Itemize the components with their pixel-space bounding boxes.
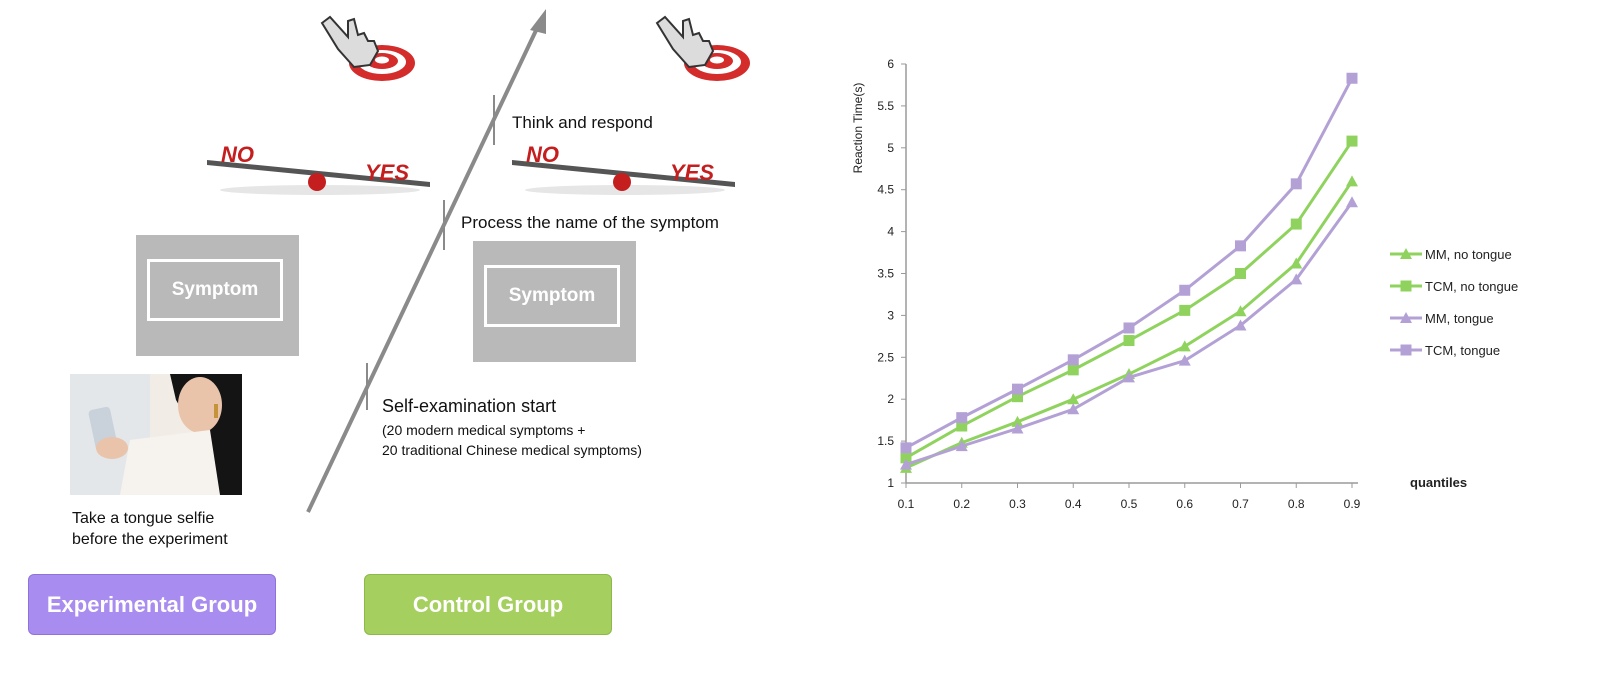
x-tick-label: 0.5	[1121, 497, 1138, 511]
diagram-canvas: NO YES NO YES	[70, 9, 750, 513]
data-point	[1067, 364, 1079, 376]
data-point	[1346, 196, 1358, 208]
x-tick-label: 0.8	[1288, 497, 1305, 511]
scale-no-label: NO	[221, 142, 254, 167]
step-process-label: Process the name of the symptom	[461, 213, 719, 232]
data-point	[1235, 240, 1246, 252]
data-point	[1011, 422, 1024, 434]
legend-marker	[1400, 280, 1412, 292]
scale-no-label: NO	[526, 142, 559, 167]
data-point	[1123, 322, 1135, 334]
x-tick-label: 0.4	[1065, 497, 1082, 511]
data-point	[1123, 335, 1135, 347]
y-tick-label: 5.5	[877, 99, 894, 113]
data-point	[1011, 415, 1024, 427]
x-tick-label: 0.3	[1009, 497, 1026, 511]
data-point	[1179, 284, 1191, 296]
timeline-arrow	[306, 21, 542, 513]
symptom-card: Symptom	[473, 241, 636, 362]
data-point	[1067, 403, 1080, 415]
x-tick-label: 0.6	[1176, 497, 1193, 511]
experimental-group-box: Experimental Group	[28, 574, 276, 635]
data-point	[1179, 304, 1191, 316]
y-tick-label: 1	[887, 476, 894, 490]
data-point	[1290, 178, 1302, 190]
y-tick-label: 1.5	[877, 434, 894, 448]
y-tick-label: 2.5	[877, 350, 894, 364]
data-point	[1235, 268, 1246, 279]
y-tick-label: 3	[887, 308, 894, 322]
y-tick-label: 3.5	[877, 267, 894, 281]
data-point	[1067, 354, 1079, 366]
symptom-card: Symptom	[136, 235, 299, 356]
data-point	[900, 442, 912, 454]
data-point	[1290, 273, 1303, 285]
selfie-photo	[70, 374, 242, 495]
data-point	[1234, 305, 1247, 317]
selfie-caption-2: before the experiment	[72, 531, 228, 548]
data-point	[1178, 340, 1191, 352]
legend-label: MM, tongue	[1425, 311, 1494, 326]
data-point	[1012, 383, 1023, 395]
selfie-caption-1: Take a tongue selfie	[72, 510, 215, 527]
data-point	[1178, 354, 1191, 366]
symptom-card-label: Symptom	[147, 259, 283, 321]
y-tick-label: 6	[887, 57, 894, 71]
hand-pointer-target-icon	[320, 15, 415, 81]
x-tick-label: 0.2	[953, 497, 970, 511]
balance-scale-icon: NO YES	[512, 142, 735, 195]
data-point	[956, 412, 968, 424]
legend-label: TCM, no tongue	[1425, 279, 1518, 294]
y-axis-label: Reaction Time(s)	[851, 83, 865, 174]
data-point	[1067, 393, 1080, 405]
step-think-label: Think and respond	[512, 113, 653, 132]
x-tick-label: 0.7	[1232, 497, 1249, 511]
legend-marker	[1400, 248, 1412, 259]
legend-label: TCM, tongue	[1425, 343, 1500, 358]
data-point	[900, 452, 912, 464]
data-point	[1346, 135, 1358, 147]
y-tick-label: 4.5	[877, 183, 894, 197]
data-point	[1346, 175, 1358, 187]
data-point	[900, 458, 912, 470]
chart-legend: MM, no tongue TCM, no tongue MM, tongue TCM…	[1390, 247, 1518, 358]
chart-axes: 1 1.5 2 2.5 3 3.5 4 4.5 5 5.5 6 0.1 0.2 0.3 0.4 0.5 0.6 0…	[877, 57, 1360, 511]
data-point	[1346, 72, 1358, 84]
symptom-card-label: Symptom	[484, 265, 620, 327]
chart-series	[900, 72, 1358, 473]
x-axis-label: quantiles	[1410, 475, 1467, 490]
y-tick-label: 2	[887, 392, 894, 406]
data-point	[1012, 391, 1023, 403]
control-group-box: Control Group	[364, 574, 612, 635]
legend-marker	[1400, 312, 1412, 323]
x-tick-label: 0.1	[898, 497, 915, 511]
timeline-arrow-head	[530, 9, 546, 34]
data-point	[1123, 371, 1135, 383]
reaction-time-chart: 1 1.5 2 2.5 3 3.5 4 4.5 5 5.5 6 0.1 0.2 0.3 0.4 0.5 0.6 0…	[851, 57, 1518, 511]
data-point	[1290, 257, 1303, 269]
step-self-exam-detail-1: (20 modern medical symptoms +	[382, 422, 586, 438]
legend-label: MM, no tongue	[1425, 247, 1512, 262]
balance-scale-icon: NO YES	[207, 142, 430, 195]
data-point	[1234, 319, 1247, 331]
x-tick-label: 0.9	[1344, 497, 1361, 511]
data-point	[955, 440, 968, 452]
step-self-exam-detail-2: 20 traditional Chinese medical symptoms)	[382, 442, 642, 458]
y-tick-label: 4	[887, 225, 894, 239]
step-self-exam-label: Self-examination start	[382, 396, 557, 416]
y-tick-label: 5	[887, 141, 894, 155]
legend-marker	[1400, 344, 1412, 356]
data-point	[956, 420, 968, 432]
scale-yes-label: YES	[670, 160, 714, 185]
scale-yes-label: YES	[365, 160, 409, 185]
series-line	[905, 77, 1354, 450]
hand-pointer-target-icon	[655, 15, 750, 81]
data-point	[1290, 218, 1302, 230]
